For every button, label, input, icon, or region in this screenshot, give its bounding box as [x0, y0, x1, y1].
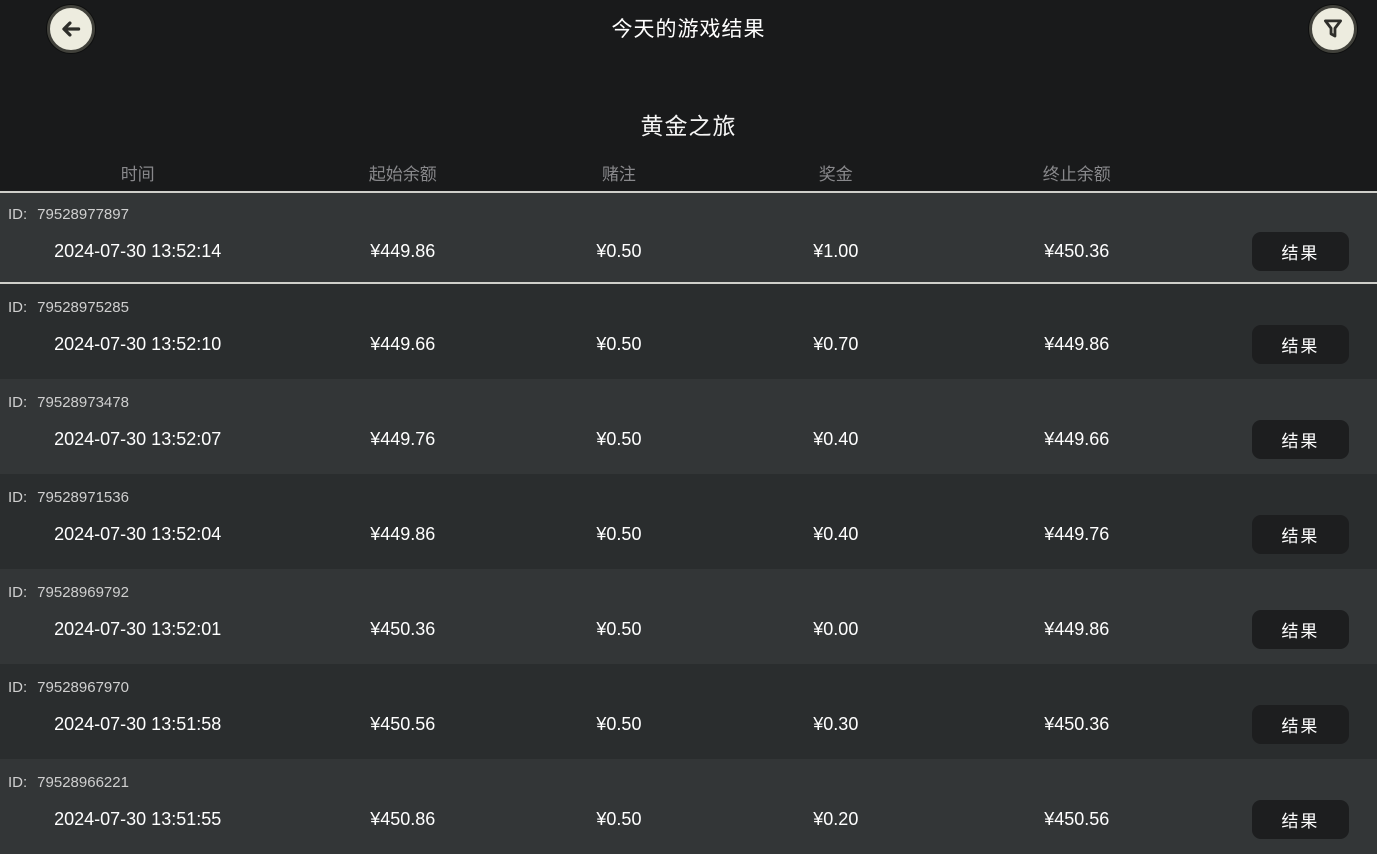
row-id-label: ID: [8, 583, 28, 601]
row-id-value: 79528975285 [37, 298, 129, 316]
cell-time: 2024-07-30 13:51:55 [54, 808, 222, 829]
cell-start-balance: ¥449.76 [370, 428, 436, 449]
row-data-line: 2024-07-30 13:52:14 ¥449.86 ¥0.50 ¥1.00 … [0, 228, 1377, 274]
cell-time: 2024-07-30 13:52:14 [54, 240, 222, 261]
table-row: ID: 79528973478 2024-07-30 13:52:07 ¥449… [0, 379, 1377, 474]
table-row: ID: 79528977897 2024-07-30 13:52:14 ¥449… [0, 193, 1377, 284]
cell-prize: ¥0.30 [813, 713, 859, 734]
table-row: ID: 79528967970 2024-07-30 13:51:58 ¥450… [0, 664, 1377, 759]
top-bar: 今天的游戏结果 [0, 0, 1377, 60]
table-row: ID: 79528971536 2024-07-30 13:52:04 ¥449… [0, 474, 1377, 569]
table-column-header: 时间 起始余额 赌注 奖金 终止余额 [0, 154, 1377, 193]
cell-start-balance: ¥450.56 [370, 713, 436, 734]
row-id-label: ID: [8, 773, 28, 791]
row-data-line: 2024-07-30 13:51:55 ¥450.86 ¥0.50 ¥0.20 … [0, 796, 1377, 842]
table-row: ID: 79528969792 2024-07-30 13:52:01 ¥450… [0, 569, 1377, 664]
row-id-line: ID: 79528971536 [0, 486, 1377, 508]
cell-bet: ¥0.50 [596, 428, 642, 449]
filter-button[interactable] [1309, 5, 1357, 53]
cell-action: 结果 [1190, 799, 1377, 839]
cell-time: 2024-07-30 13:52:01 [54, 618, 222, 639]
column-header-prize: 奖金 [818, 165, 853, 184]
cell-prize: ¥0.70 [813, 333, 859, 354]
cell-action: 结果 [1190, 514, 1377, 554]
row-id-value: 79528969792 [37, 583, 129, 601]
result-button[interactable]: 结果 [1251, 324, 1349, 364]
table-row: ID: 79528975285 2024-07-30 13:52:10 ¥449… [0, 284, 1377, 379]
cell-time: 2024-07-30 13:52:04 [54, 523, 222, 544]
table-row: ID: 79528966221 2024-07-30 13:51:55 ¥450… [0, 759, 1377, 854]
cell-end-balance: ¥450.56 [1044, 808, 1110, 829]
back-button[interactable] [47, 5, 95, 53]
cell-prize: ¥0.00 [813, 618, 859, 639]
column-header-time: 时间 [120, 165, 155, 184]
row-id-label: ID: [8, 205, 28, 223]
row-id-line: ID: 79528966221 [0, 771, 1377, 793]
cell-bet: ¥0.50 [596, 808, 642, 829]
cell-action: 结果 [1190, 704, 1377, 744]
cell-prize: ¥0.20 [813, 808, 859, 829]
row-data-line: 2024-07-30 13:51:58 ¥450.56 ¥0.50 ¥0.30 … [0, 701, 1377, 747]
row-data-line: 2024-07-30 13:52:07 ¥449.76 ¥0.50 ¥0.40 … [0, 416, 1377, 462]
cell-action: 结果 [1190, 324, 1377, 364]
row-id-line: ID: 79528969792 [0, 581, 1377, 603]
cell-start-balance: ¥449.86 [370, 523, 436, 544]
results-list: ID: 79528977897 2024-07-30 13:52:14 ¥449… [0, 193, 1377, 854]
result-button[interactable]: 结果 [1251, 231, 1349, 271]
arrow-left-icon [58, 16, 84, 42]
cell-end-balance: ¥449.86 [1044, 618, 1110, 639]
cell-time: 2024-07-30 13:52:07 [54, 428, 222, 449]
cell-start-balance: ¥450.36 [370, 618, 436, 639]
row-id-value: 79528973478 [37, 393, 129, 411]
cell-end-balance: ¥449.66 [1044, 428, 1110, 449]
cell-bet: ¥0.50 [596, 523, 642, 544]
cell-start-balance: ¥449.86 [370, 240, 436, 261]
cell-end-balance: ¥450.36 [1044, 713, 1110, 734]
column-header-end-balance: 终止余额 [1042, 165, 1111, 184]
row-id-label: ID: [8, 298, 28, 316]
row-data-line: 2024-07-30 13:52:10 ¥449.66 ¥0.50 ¥0.70 … [0, 321, 1377, 367]
row-id-label: ID: [8, 678, 28, 696]
cell-start-balance: ¥450.86 [370, 808, 436, 829]
game-title: 黄金之旅 [640, 113, 737, 139]
row-id-line: ID: 79528967970 [0, 676, 1377, 698]
row-id-label: ID: [8, 393, 28, 411]
row-id-line: ID: 79528973478 [0, 391, 1377, 413]
row-id-line: ID: 79528975285 [0, 296, 1377, 318]
row-id-value: 79528977897 [37, 205, 129, 223]
cell-prize: ¥1.00 [813, 240, 859, 261]
row-id-value: 79528967970 [37, 678, 129, 696]
row-data-line: 2024-07-30 13:52:04 ¥449.86 ¥0.50 ¥0.40 … [0, 511, 1377, 557]
cell-time: 2024-07-30 13:51:58 [54, 713, 222, 734]
row-data-line: 2024-07-30 13:52:01 ¥450.36 ¥0.50 ¥0.00 … [0, 606, 1377, 652]
page-title: 今天的游戏结果 [611, 18, 766, 41]
row-id-line: ID: 79528977897 [0, 203, 1377, 225]
funnel-icon [1320, 16, 1346, 42]
result-button[interactable]: 结果 [1251, 799, 1349, 839]
cell-bet: ¥0.50 [596, 713, 642, 734]
cell-bet: ¥0.50 [596, 240, 642, 261]
result-button[interactable]: 结果 [1251, 514, 1349, 554]
result-button[interactable]: 结果 [1251, 609, 1349, 649]
cell-end-balance: ¥449.86 [1044, 333, 1110, 354]
row-id-label: ID: [8, 488, 28, 506]
cell-prize: ¥0.40 [813, 523, 859, 544]
cell-end-balance: ¥450.36 [1044, 240, 1110, 261]
column-header-bet: 赌注 [601, 165, 636, 184]
cell-end-balance: ¥449.76 [1044, 523, 1110, 544]
cell-prize: ¥0.40 [813, 428, 859, 449]
row-id-value: 79528971536 [37, 488, 129, 506]
cell-action: 结果 [1190, 419, 1377, 459]
cell-action: 结果 [1190, 609, 1377, 649]
cell-bet: ¥0.50 [596, 618, 642, 639]
result-button[interactable]: 结果 [1251, 704, 1349, 744]
result-button[interactable]: 结果 [1251, 419, 1349, 459]
cell-time: 2024-07-30 13:52:10 [54, 333, 222, 354]
column-header-start-balance: 起始余额 [368, 165, 437, 184]
cell-action: 结果 [1190, 231, 1377, 271]
cell-bet: ¥0.50 [596, 333, 642, 354]
row-id-value: 79528966221 [37, 773, 129, 791]
cell-start-balance: ¥449.66 [370, 333, 436, 354]
